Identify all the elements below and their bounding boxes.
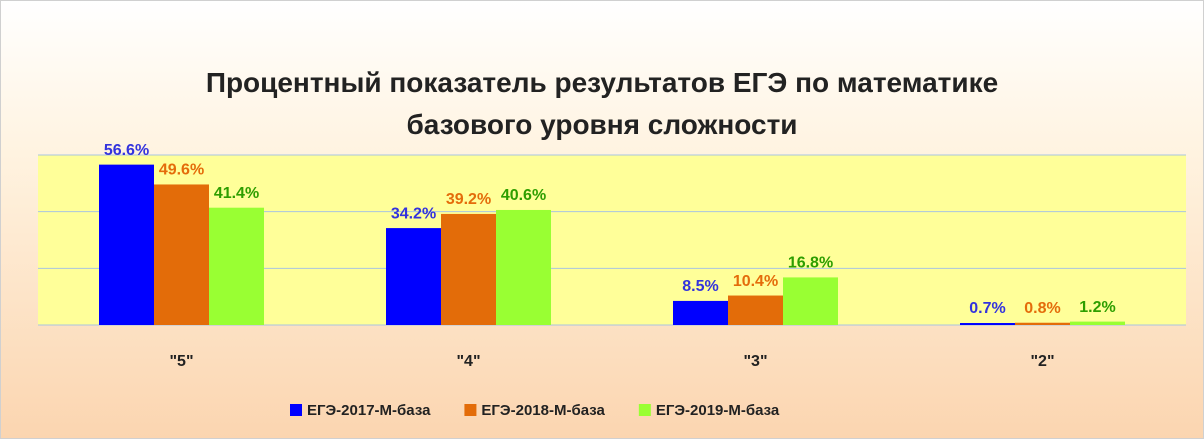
value-label: 34.2%	[391, 205, 436, 222]
title-box: Процентный показатель результатов ЕГЭ по…	[0, 62, 1204, 146]
value-label: 10.4%	[733, 273, 778, 290]
legend-swatch	[290, 404, 302, 416]
chart-title: Процентный показатель результатов ЕГЭ по…	[205, 67, 999, 140]
value-label: 8.5%	[682, 278, 718, 295]
bar	[728, 295, 783, 325]
value-label: 0.8%	[1024, 300, 1060, 317]
x-tick-label: "3"	[743, 353, 767, 370]
value-label: 39.2%	[446, 191, 491, 208]
bar	[1015, 322, 1070, 325]
bar	[1070, 321, 1125, 325]
value-label: 40.6%	[501, 187, 546, 204]
value-label: 56.6%	[104, 142, 149, 159]
bar	[209, 207, 264, 325]
bar	[99, 164, 154, 325]
legend-swatch	[464, 404, 477, 416]
legend-label: ЕГЭ-2019-М-база	[656, 402, 780, 419]
bar	[386, 228, 441, 325]
x-tick-label: "2"	[1030, 353, 1054, 370]
legend-label: ЕГЭ-2017-М-база	[307, 402, 431, 419]
bar	[783, 277, 838, 325]
value-label: 1.2%	[1079, 299, 1115, 316]
bar	[154, 184, 209, 325]
bar	[673, 300, 728, 325]
value-label: 49.6%	[159, 162, 204, 179]
value-label: 16.8%	[788, 255, 833, 272]
value-label: 41.4%	[214, 185, 259, 202]
legend-swatch	[638, 404, 651, 416]
bar	[496, 209, 551, 325]
bar	[441, 213, 496, 325]
legend-label: ЕГЭ-2018-М-база	[481, 402, 605, 419]
x-tick-label: "4"	[456, 353, 480, 370]
x-tick-label: "5"	[169, 353, 193, 370]
bar	[960, 323, 1015, 325]
value-label: 0.7%	[969, 300, 1005, 317]
